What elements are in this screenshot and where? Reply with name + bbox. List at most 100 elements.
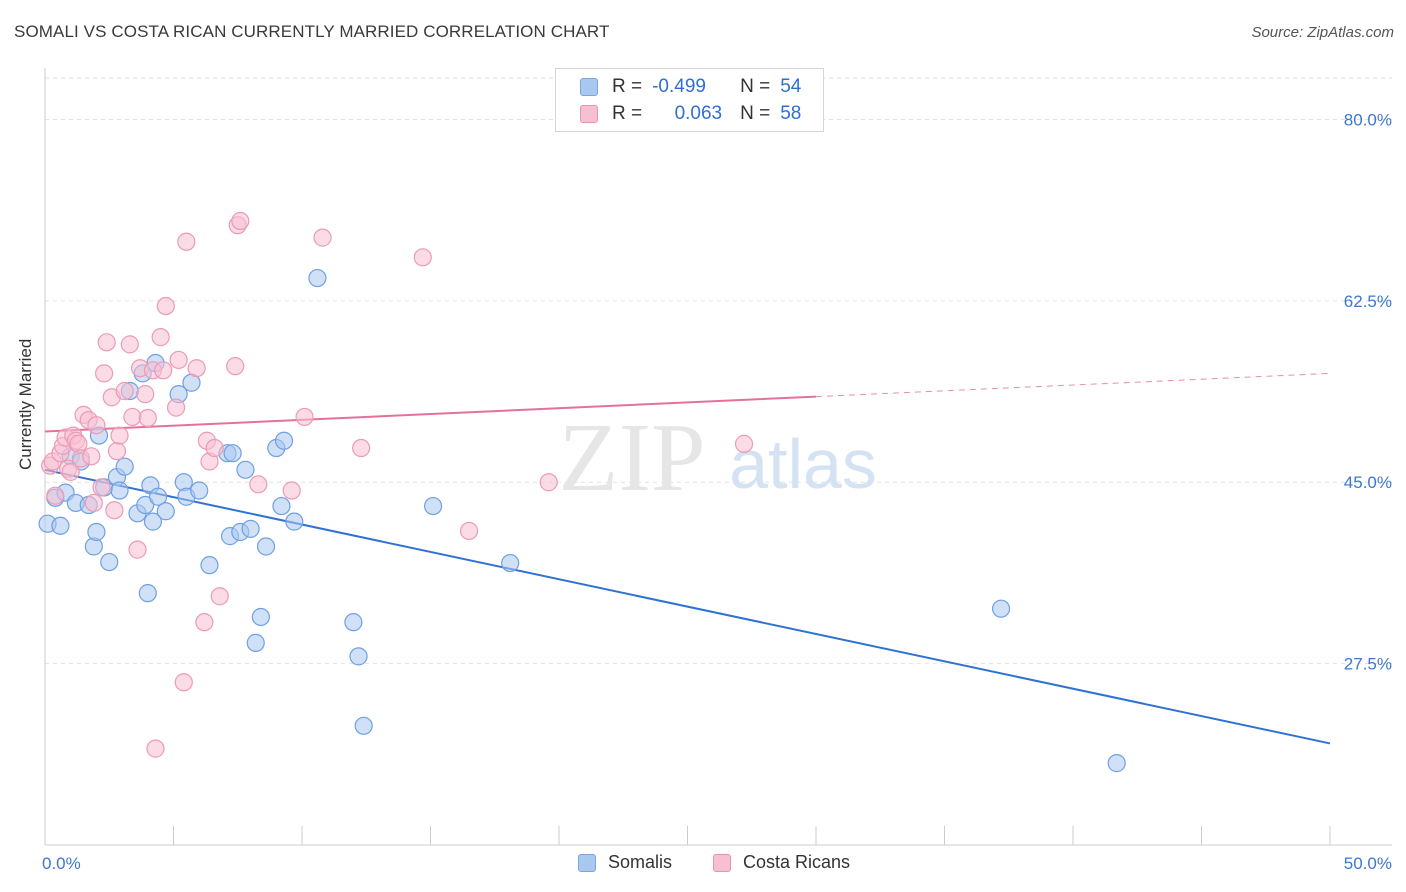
costa-ricans-point [97,333,116,352]
somalis-point [272,496,291,516]
correlation-legend: R = -0.499 N = 54 R = 0.063 N = 58 [555,68,824,132]
costa-ricans-point [210,587,229,606]
somalis-point [136,495,155,515]
somalis-point [246,633,265,652]
costa-ricans-point [120,335,139,354]
costa-ricans-point [151,328,170,347]
watermark-atlas: atlas [729,425,877,503]
bottom-legend-swatch-costa-ricans [713,853,731,872]
costa-ricans-point [177,232,196,251]
tick-labels: 80.0% 62.5% 45.0% 27.5% 0.0% 50.0% [42,110,1392,873]
costa-ricans-point [226,357,245,376]
costa-ricans-point [123,407,142,427]
costa-ricans-point [539,473,558,492]
somalis-point [354,716,373,735]
somalis-point [110,481,129,500]
costa-ricans-point [61,462,80,481]
x-tick-label: 50.0% [1344,854,1392,873]
legend-n-label: N = [740,103,771,124]
somalis-point [156,502,175,521]
somalis-point [143,512,163,531]
costa-ricans-point [169,350,188,370]
somalis-point [51,516,70,535]
costa-ricans-point [249,475,268,494]
legend-row-costa-ricans: R = 0.063 N = 58 [580,101,801,127]
somalis-point [87,522,106,542]
costa-ricans-trend-line-extension [815,372,1331,398]
y-tick-label: 45.0% [1344,473,1392,492]
gridlines [45,77,1392,665]
costa-ricans-point [154,361,173,380]
costa-ricans-point [734,434,754,453]
y-tick-label: 27.5% [1344,655,1392,674]
bottom-legend-label-costa-ricans: Costa Ricans [743,852,851,872]
costa-ricans-point [87,416,106,435]
somalis-point [991,599,1011,618]
costa-ricans-point [84,493,103,513]
bottom-legend-costa-ricans: Costa Ricans [713,852,850,873]
somalis-point [251,607,270,627]
trend-lines [44,372,1331,745]
source-label: Source: ZipAtlas.com [1251,24,1394,41]
costa-ricans-point [82,447,101,466]
costa-ricans-point [146,739,165,758]
somalis-point [274,431,294,450]
legend-r-label: R = [612,76,643,97]
costa-ricans-point [115,381,134,401]
somalis-point [256,537,276,556]
somalis-point [236,460,255,479]
y-tick-label: 62.5% [1344,292,1392,311]
costa-ricans-point [205,438,224,458]
costa-ricans-trend-line [44,395,817,433]
somalis-point [1107,754,1126,773]
watermark-zip: ZIP [559,404,706,512]
axes [44,68,1392,846]
somalis-point [190,481,209,500]
somalis-point [501,553,520,573]
x-tick-label: 0.0% [42,854,81,873]
watermark: ZIP atlas [559,404,877,512]
costa-ricans-point [156,296,175,316]
somalis-point [285,512,304,531]
costa-ricans-point [110,426,129,445]
costa-ricans-point [413,248,432,267]
bottom-legend-somalis: Somalis [578,852,672,873]
legend-r-value: -0.499 [652,76,706,97]
somalis-trend-line [44,468,1331,745]
costa-ricans-point [105,501,124,520]
costa-ricans-point [295,407,314,427]
costa-ricans-point [282,481,301,500]
costa-ricans-point [136,385,155,404]
legend-swatch-costa-ricans [580,105,598,123]
somalis-point [349,647,368,666]
somalis-point [100,552,119,572]
costa-ricans-point [166,398,186,417]
costa-ricans-point [352,438,371,458]
bottom-legend-label-somalis: Somalis [608,852,673,872]
somalis-point [423,496,443,516]
somalis-point [241,519,260,538]
legend-n-value: 54 [780,76,802,97]
chart-title: SOMALI VS COSTA RICAN CURRENTLY MARRIED … [14,22,610,41]
y-tick-label: 80.0% [1344,110,1392,129]
costa-ricans-point [195,613,214,632]
costa-ricans-point [138,408,157,428]
legend-n-value: 58 [780,103,802,124]
somalis-point [200,556,219,575]
costa-ricans-point [128,540,147,559]
legend-row-somalis: R = -0.499 N = 54 [580,74,801,100]
costa-ricans-point [231,211,250,231]
legend-swatch-somalis [580,78,598,96]
costa-ricans-point [187,359,206,378]
legend-r-value: 0.063 [674,103,723,124]
bottom-legend-swatch-somalis [578,853,596,872]
costa-ricans-point [459,521,479,541]
costa-ricans-point [174,673,193,692]
costa-ricans-point [92,478,111,497]
costa-ricans-point [107,442,127,461]
somalis-point [138,584,157,603]
somalis-point [223,444,242,463]
y-axis-label: Currently Married [16,338,35,470]
costa-ricans-point [313,228,332,247]
